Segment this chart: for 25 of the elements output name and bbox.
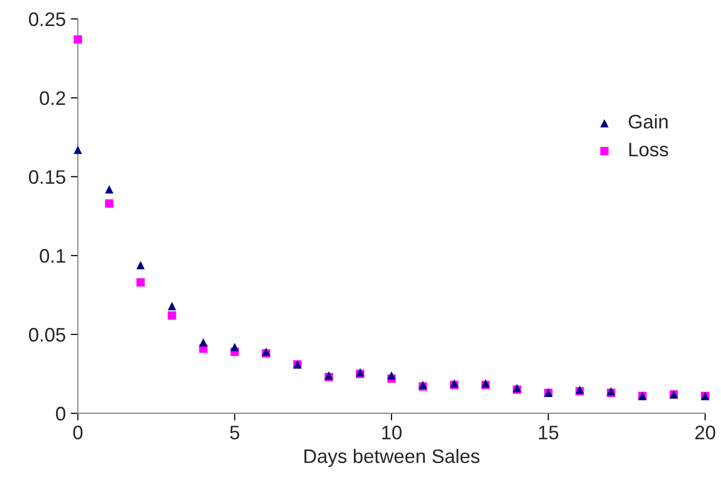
point [199, 338, 208, 347]
point [74, 35, 82, 44]
legend-label: Loss [629, 142, 668, 156]
point [387, 371, 396, 380]
x-tick-label: 10 [382, 426, 402, 440]
point [230, 342, 239, 352]
y-tick-label: 0 [56, 406, 66, 421]
point [105, 199, 114, 208]
legend-label: Gain [628, 114, 668, 129]
x-tick-label: 0 [73, 426, 83, 440]
x-tick-label: 15 [538, 426, 558, 440]
y-tick-label: 0.2 [40, 91, 66, 106]
point [105, 185, 114, 194]
x-tick-label: 20 [695, 426, 716, 440]
x-axis-title: Days between Sales [304, 448, 480, 467]
y-tick-label: 0.15 [28, 170, 66, 184]
y-tick-label: 0.1 [40, 249, 66, 263]
point [168, 311, 176, 320]
y-tick-label: 0.05 [28, 328, 66, 342]
point [168, 302, 176, 310]
point [136, 260, 145, 270]
point [74, 146, 82, 154]
y-tick-label: 0.25 [28, 12, 66, 26]
x-tick-label: 5 [230, 426, 240, 440]
point [136, 278, 145, 287]
